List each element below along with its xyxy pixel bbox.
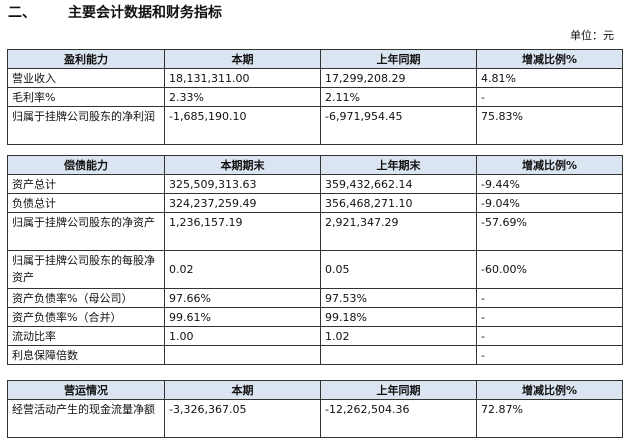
cell-value: 99.61% bbox=[164, 307, 321, 327]
table-row: 利息保障倍数 - bbox=[7, 345, 623, 365]
header-cell: 偿债能力 bbox=[7, 155, 165, 175]
cell-value: -3,326,367.05 bbox=[164, 399, 321, 438]
table-row: 资产负债率%（合并） 99.61% 99.18% - bbox=[7, 307, 623, 327]
cell-value: 97.66% bbox=[164, 288, 321, 308]
table-row: 经营活动产生的现金流量净额 -3,326,367.05 -12,262,504.… bbox=[7, 399, 623, 438]
table-row: 归属于挂牌公司股东的净利润 -1,685,190.10 -6,971,954.4… bbox=[7, 106, 623, 145]
cell-value: -1,685,190.10 bbox=[164, 106, 321, 145]
header-cell: 上年同期 bbox=[320, 49, 477, 69]
cell-value: 4.81% bbox=[476, 68, 623, 88]
table-row: 负债总计 324,237,259.49 356,468,271.10 -9.04… bbox=[7, 193, 623, 213]
row-label: 利息保障倍数 bbox=[7, 345, 165, 365]
cell-value: -60.00% bbox=[476, 250, 623, 289]
header-cell: 盈利能力 bbox=[7, 49, 165, 69]
table-row: 归属于挂牌公司股东的净资产 1,236,157.19 2,921,347.29 … bbox=[7, 212, 623, 251]
header-cell: 上年期末 bbox=[320, 155, 477, 175]
profitability-table: 盈利能力 本期 上年同期 增减比例% 营业收入 18,131,311.00 17… bbox=[7, 49, 623, 145]
table-header-row: 盈利能力 本期 上年同期 增减比例% bbox=[7, 49, 623, 69]
row-label: 资产负债率%（母公司） bbox=[7, 288, 165, 308]
row-label: 营业收入 bbox=[7, 68, 165, 88]
cell-value: - bbox=[476, 307, 623, 327]
cell-value: 2,921,347.29 bbox=[320, 212, 477, 251]
section-title: 主要会计数据和财务指标 bbox=[68, 5, 222, 21]
cell-value: 359,432,662.14 bbox=[320, 174, 477, 194]
cell-value: 325,509,313.63 bbox=[164, 174, 321, 194]
cell-value bbox=[320, 345, 477, 365]
cell-value: -57.69% bbox=[476, 212, 623, 251]
table-row: 毛利率% 2.33% 2.11% - bbox=[7, 87, 623, 107]
table-header-row: 偿债能力 本期期末 上年期末 增减比例% bbox=[7, 155, 623, 175]
section-number: 二、 bbox=[8, 5, 36, 21]
cell-value bbox=[164, 345, 321, 365]
header-cell: 本期 bbox=[164, 49, 321, 69]
row-label: 负债总计 bbox=[7, 193, 165, 213]
row-label: 毛利率% bbox=[7, 87, 165, 107]
table-row: 资产总计 325,509,313.63 359,432,662.14 -9.44… bbox=[7, 174, 623, 194]
table-header-row: 营运情况 本期 上年同期 增减比例% bbox=[7, 380, 623, 400]
cell-value: -9.04% bbox=[476, 193, 623, 213]
cell-value: -6,971,954.45 bbox=[320, 106, 477, 145]
header-cell: 本期期末 bbox=[164, 155, 321, 175]
header-cell: 增减比例% bbox=[476, 380, 623, 400]
operations-table: 营运情况 本期 上年同期 增减比例% 经营活动产生的现金流量净额 -3,326,… bbox=[7, 380, 623, 438]
row-label: 归属于挂牌公司股东的每股净资产 bbox=[7, 250, 165, 289]
cell-value: 1.00 bbox=[164, 326, 321, 346]
row-label: 经营活动产生的现金流量净额 bbox=[7, 399, 165, 438]
cell-value: -9.44% bbox=[476, 174, 623, 194]
table-row: 资产负债率%（母公司） 97.66% 97.53% - bbox=[7, 288, 623, 308]
cell-value: - bbox=[476, 87, 623, 107]
cell-value: 0.02 bbox=[164, 250, 321, 289]
cell-value: 97.53% bbox=[320, 288, 477, 308]
cell-value: 72.87% bbox=[476, 399, 623, 438]
cell-value: -12,262,504.36 bbox=[320, 399, 477, 438]
cell-value: 356,468,271.10 bbox=[320, 193, 477, 213]
header-cell: 上年同期 bbox=[320, 380, 477, 400]
row-label: 流动比率 bbox=[7, 326, 165, 346]
cell-value: - bbox=[476, 326, 623, 346]
cell-value: 17,299,208.29 bbox=[320, 68, 477, 88]
table-row: 营业收入 18,131,311.00 17,299,208.29 4.81% bbox=[7, 68, 623, 88]
cell-value: 18,131,311.00 bbox=[164, 68, 321, 88]
cell-value: 2.33% bbox=[164, 87, 321, 107]
table-row: 流动比率 1.00 1.02 - bbox=[7, 326, 623, 346]
header-cell: 增减比例% bbox=[476, 49, 623, 69]
table-row: 归属于挂牌公司股东的每股净资产 0.02 0.05 -60.00% bbox=[7, 250, 623, 289]
row-label: 资产总计 bbox=[7, 174, 165, 194]
row-label: 归属于挂牌公司股东的净利润 bbox=[7, 106, 165, 145]
row-label: 资产负债率%（合并） bbox=[7, 307, 165, 327]
cell-value: 2.11% bbox=[320, 87, 477, 107]
cell-value: 1.02 bbox=[320, 326, 477, 346]
cell-value: 1,236,157.19 bbox=[164, 212, 321, 251]
header-cell: 增减比例% bbox=[476, 155, 623, 175]
cell-value: 75.83% bbox=[476, 106, 623, 145]
solvency-table: 偿债能力 本期期末 上年期末 增减比例% 资产总计 325,509,313.63… bbox=[7, 155, 623, 365]
header-cell: 营运情况 bbox=[7, 380, 165, 400]
cell-value: 0.05 bbox=[320, 250, 477, 289]
row-label: 归属于挂牌公司股东的净资产 bbox=[7, 212, 165, 251]
section-heading: 二、 主要会计数据和财务指标 bbox=[8, 3, 222, 23]
cell-value: - bbox=[476, 345, 623, 365]
unit-label: 单位：元 bbox=[570, 29, 614, 42]
cell-value: 99.18% bbox=[320, 307, 477, 327]
cell-value: 324,237,259.49 bbox=[164, 193, 321, 213]
header-cell: 本期 bbox=[164, 380, 321, 400]
cell-value: - bbox=[476, 288, 623, 308]
